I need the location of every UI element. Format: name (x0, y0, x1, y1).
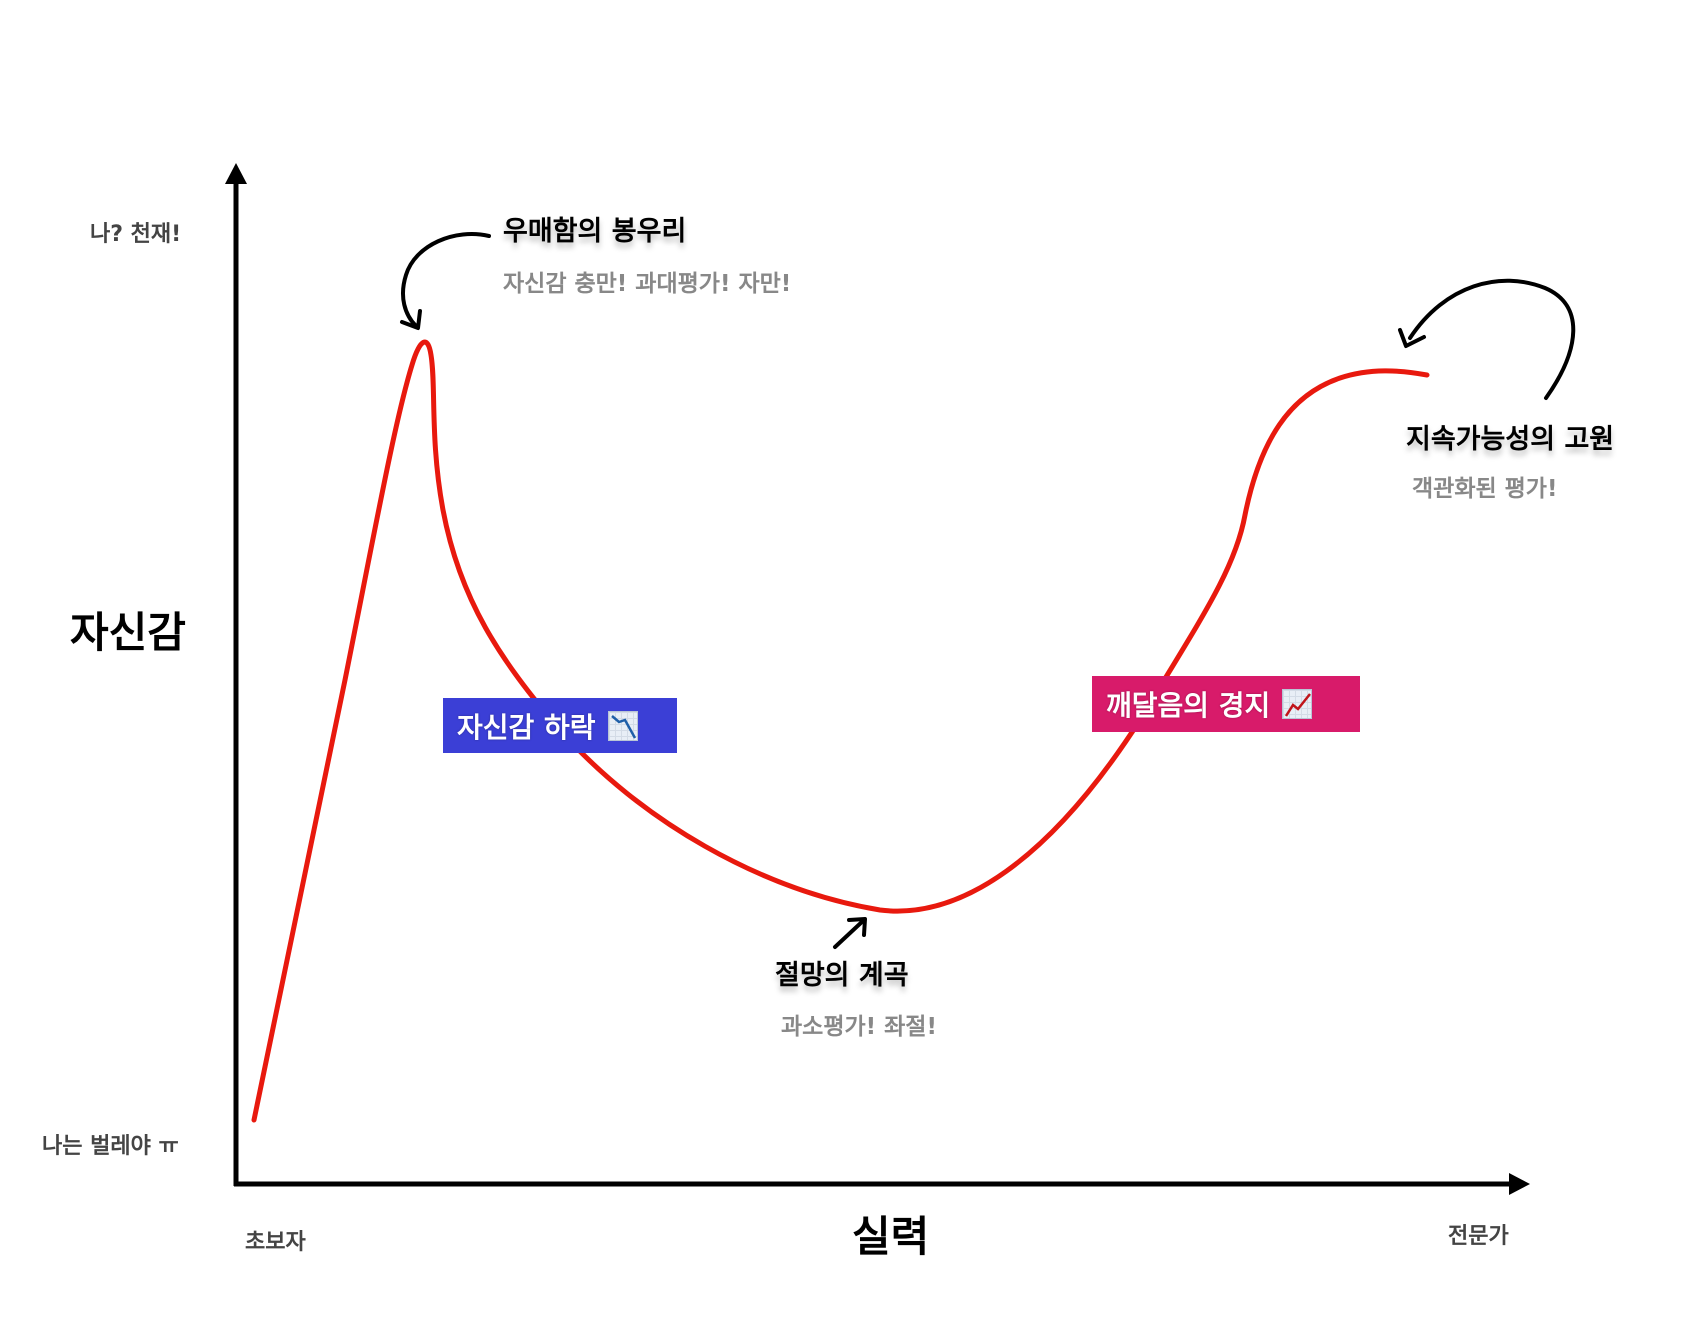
x-tick-right: 전문가 (1448, 1224, 1509, 1249)
x-axis-title: 실력 (852, 1212, 930, 1261)
plateau-subtitle: 객관화된 평가! (1412, 476, 1558, 502)
valley-title: 절망의 계곡 (775, 960, 909, 991)
enlightenment-badge: 깨달음의 경지 (1092, 676, 1360, 732)
valley-arrow-icon (833, 918, 866, 949)
y-tick-bottom: 나는 벌레야 ㅠ (42, 1134, 179, 1159)
valley-subtitle: 과소평가! 좌절! (781, 1014, 937, 1040)
chart-increasing-icon (1282, 689, 1313, 719)
x-tick-left: 초보자 (245, 1230, 306, 1255)
peak-title: 우매함의 봉우리 (503, 216, 687, 247)
peak-arrow-head (400, 309, 422, 330)
plateau-arrow-icon (1408, 278, 1576, 400)
y-tick-top: 나? 천재! (90, 222, 182, 247)
x-axis-arrowhead (1509, 1173, 1530, 1195)
enlightenment-label: 깨달음의 경지 (1106, 689, 1271, 722)
chart-decreasing-icon (607, 710, 638, 741)
valley-arrow-head (847, 917, 867, 937)
peak-subtitle: 자신감 충만! 과대평가! 자만! (503, 271, 792, 297)
decline-badge: 자신감 하락 (443, 698, 677, 753)
y-axis-arrowhead (225, 163, 247, 184)
y-axis-title: 자신감 (70, 608, 186, 657)
peak-arrow-icon (401, 232, 491, 328)
plateau-arrow-head (1398, 328, 1426, 348)
decline-label: 자신감 하락 (457, 710, 596, 744)
plateau-title: 지속가능성의 고원 (1406, 424, 1615, 455)
